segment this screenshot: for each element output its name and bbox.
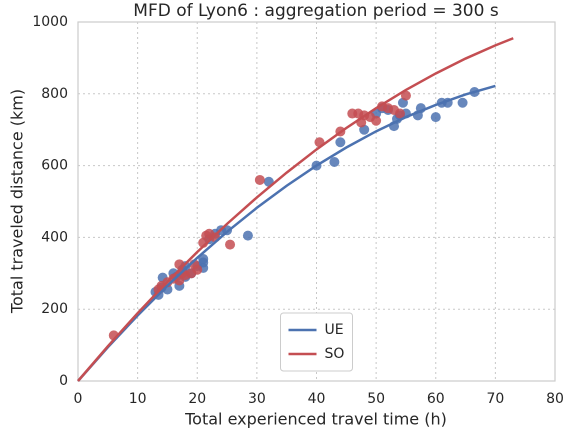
fit-line — [77, 84, 496, 382]
data-point — [198, 257, 209, 268]
y-tick-label: 800 — [41, 86, 68, 102]
y-tick-label: 200 — [41, 301, 68, 317]
x-tick-label: 20 — [188, 391, 206, 407]
legend-label: UE — [325, 322, 344, 338]
x-tick-label: 80 — [546, 391, 564, 407]
data-point — [371, 115, 382, 126]
y-tick-label: 600 — [41, 158, 68, 174]
data-point — [400, 90, 411, 101]
data-point — [430, 112, 441, 123]
legend-label: SO — [325, 346, 345, 362]
x-tick-label: 50 — [367, 391, 385, 407]
fit-line — [77, 37, 514, 382]
x-axis-label: Total experienced travel time (h) — [184, 410, 447, 429]
data-point — [394, 108, 405, 119]
data-point — [225, 239, 236, 250]
x-tick-label: 10 — [129, 391, 147, 407]
y-tick-label: 400 — [41, 229, 68, 245]
x-tick-label: 30 — [248, 391, 266, 407]
y-tick-label: 1000 — [32, 14, 68, 30]
x-tick-label: 60 — [427, 391, 445, 407]
data-point — [457, 97, 468, 108]
data-point — [335, 137, 346, 148]
chart-title: MFD of Lyon6 : aggregation period = 300 … — [133, 1, 499, 21]
data-point — [329, 157, 340, 168]
plot-frame — [77, 21, 556, 382]
legend-box — [280, 312, 353, 372]
x-tick-label: 40 — [308, 391, 326, 407]
data-point — [192, 264, 203, 275]
x-tick-label: 0 — [74, 391, 83, 407]
data-point — [242, 230, 253, 241]
x-tick-label: 70 — [486, 391, 504, 407]
y-axis-label: Total traveled distance (km) — [8, 89, 27, 314]
data-point — [254, 174, 265, 185]
y-tick-label: 0 — [59, 373, 68, 389]
